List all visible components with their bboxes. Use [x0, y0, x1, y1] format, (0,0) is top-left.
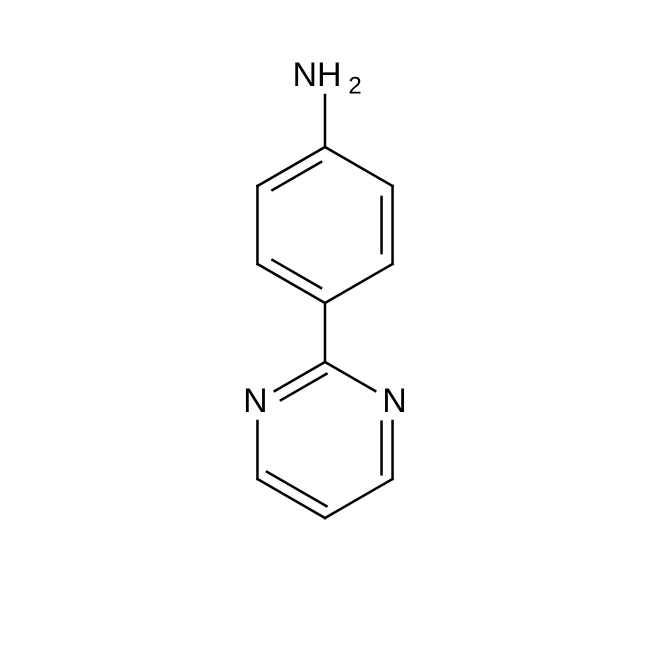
- molecule-svg: NH 2 N N: [0, 0, 650, 650]
- svg-text:2: 2: [348, 72, 361, 99]
- svg-text:N: N: [382, 382, 407, 420]
- svg-text:NH: NH: [292, 56, 341, 94]
- svg-text:N: N: [243, 382, 268, 420]
- chemical-structure-diagram: NH 2 N N: [0, 0, 650, 650]
